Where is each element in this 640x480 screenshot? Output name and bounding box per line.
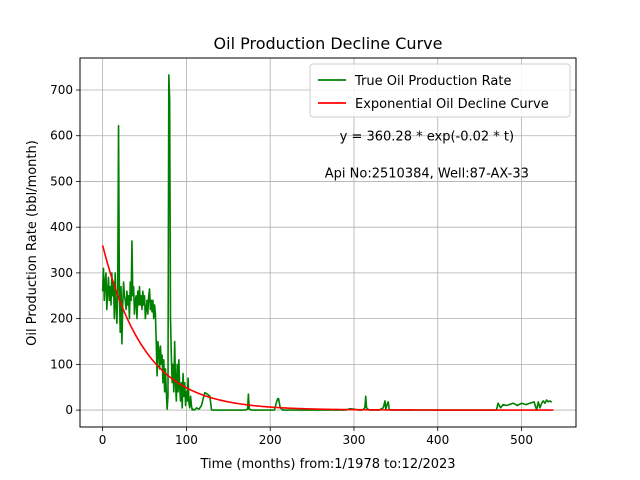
x-tick-label: 200 — [259, 433, 282, 447]
legend-label: True Oil Production Rate — [354, 74, 511, 89]
y-tick-label: 0 — [65, 403, 73, 417]
annotation-text: y = 360.28 * exp(-0.02 * t) — [340, 130, 514, 145]
y-tick-label: 400 — [50, 220, 73, 234]
y-tick-label: 700 — [50, 83, 73, 97]
plot-area — [101, 74, 554, 411]
x-tick-label: 500 — [510, 433, 533, 447]
legend-box — [309, 63, 571, 118]
chart-title: Oil Production Decline Curve — [214, 34, 443, 53]
y-tick-label: 200 — [50, 312, 73, 326]
plot-frame — [79, 57, 577, 428]
legend: True Oil Production Rate Exponential Oil … — [309, 63, 571, 118]
y-tick-label: 100 — [50, 357, 73, 371]
x-axis-label: Time (months) from:1/1978 to:12/2023 — [199, 457, 455, 472]
y-tick-label: 300 — [50, 266, 73, 280]
annotations: y = 360.28 * exp(-0.02 * t) Api No:251038… — [325, 130, 529, 182]
x-tick-label: 400 — [426, 433, 449, 447]
legend-label: Exponential Oil Decline Curve — [355, 97, 549, 112]
series-line-exponential-oil-decline-curve — [101, 245, 554, 411]
x-axis-ticks: 0 100 200 300 400 500 — [99, 427, 533, 447]
x-tick-label: 0 — [99, 433, 107, 447]
x-tick-label: 100 — [175, 433, 198, 447]
y-tick-label: 500 — [50, 174, 73, 188]
x-tick-label: 300 — [343, 433, 366, 447]
series-line-true-oil-production-rate — [101, 74, 553, 411]
annotation-text: Api No:2510384, Well:87-AX-33 — [325, 166, 529, 181]
y-axis-label: Oil Production Rate (bbl/month) — [25, 140, 40, 346]
y-tick-label: 600 — [50, 129, 73, 143]
y-axis-ticks: 0 100 200 300 400 500 600 700 — [50, 83, 80, 417]
